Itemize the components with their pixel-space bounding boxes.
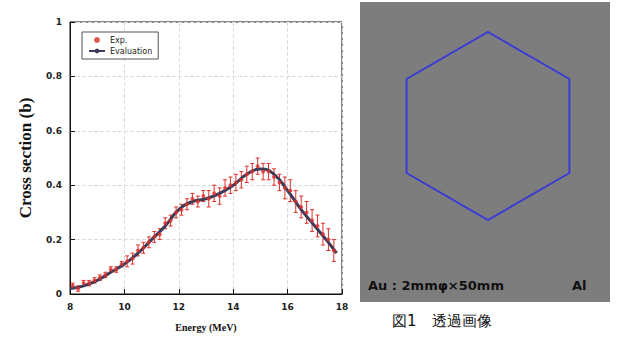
- svg-text:18: 18: [336, 302, 349, 312]
- svg-text:0: 0: [56, 289, 62, 299]
- svg-text:0.2: 0.2: [46, 235, 62, 245]
- svg-text:14: 14: [227, 302, 240, 312]
- svg-text:0.6: 0.6: [46, 126, 62, 136]
- svg-text:8: 8: [67, 302, 73, 312]
- svg-text:0.4: 0.4: [46, 180, 62, 190]
- svg-text:Evaluation: Evaluation: [110, 47, 152, 56]
- svg-text:10: 10: [118, 302, 131, 312]
- svg-text:12: 12: [173, 302, 186, 312]
- svg-text:Al: Al: [572, 278, 587, 293]
- svg-text:Energy (MeV): Energy (MeV): [175, 322, 236, 334]
- svg-text:Exp.: Exp.: [110, 36, 127, 45]
- svg-text:16: 16: [281, 302, 294, 312]
- svg-text:Au : 2mmφ×50mm: Au : 2mmφ×50mm: [368, 278, 504, 293]
- html-text:図1 透過画像: 図1 透過画像: [392, 312, 492, 330]
- svg-text:1: 1: [56, 17, 62, 27]
- svg-text:Cross section (b): Cross section (b): [16, 98, 35, 219]
- svg-text:0.8: 0.8: [46, 71, 62, 81]
